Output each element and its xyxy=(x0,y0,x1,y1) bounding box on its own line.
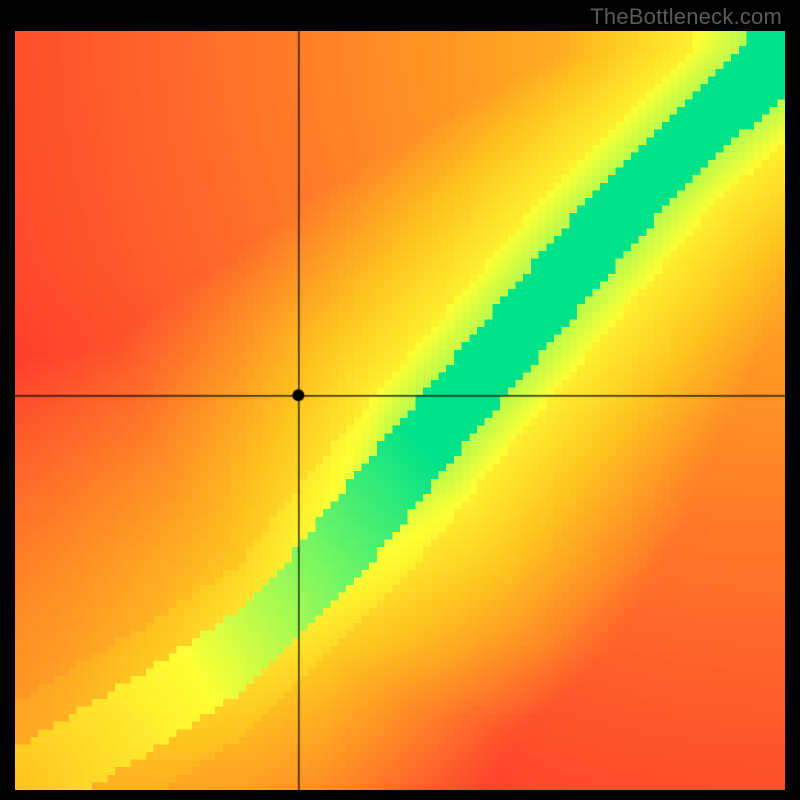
chart-container: TheBottleneck.com xyxy=(0,0,800,800)
bottleneck-heatmap xyxy=(15,31,785,790)
watermark-text: TheBottleneck.com xyxy=(590,4,782,30)
